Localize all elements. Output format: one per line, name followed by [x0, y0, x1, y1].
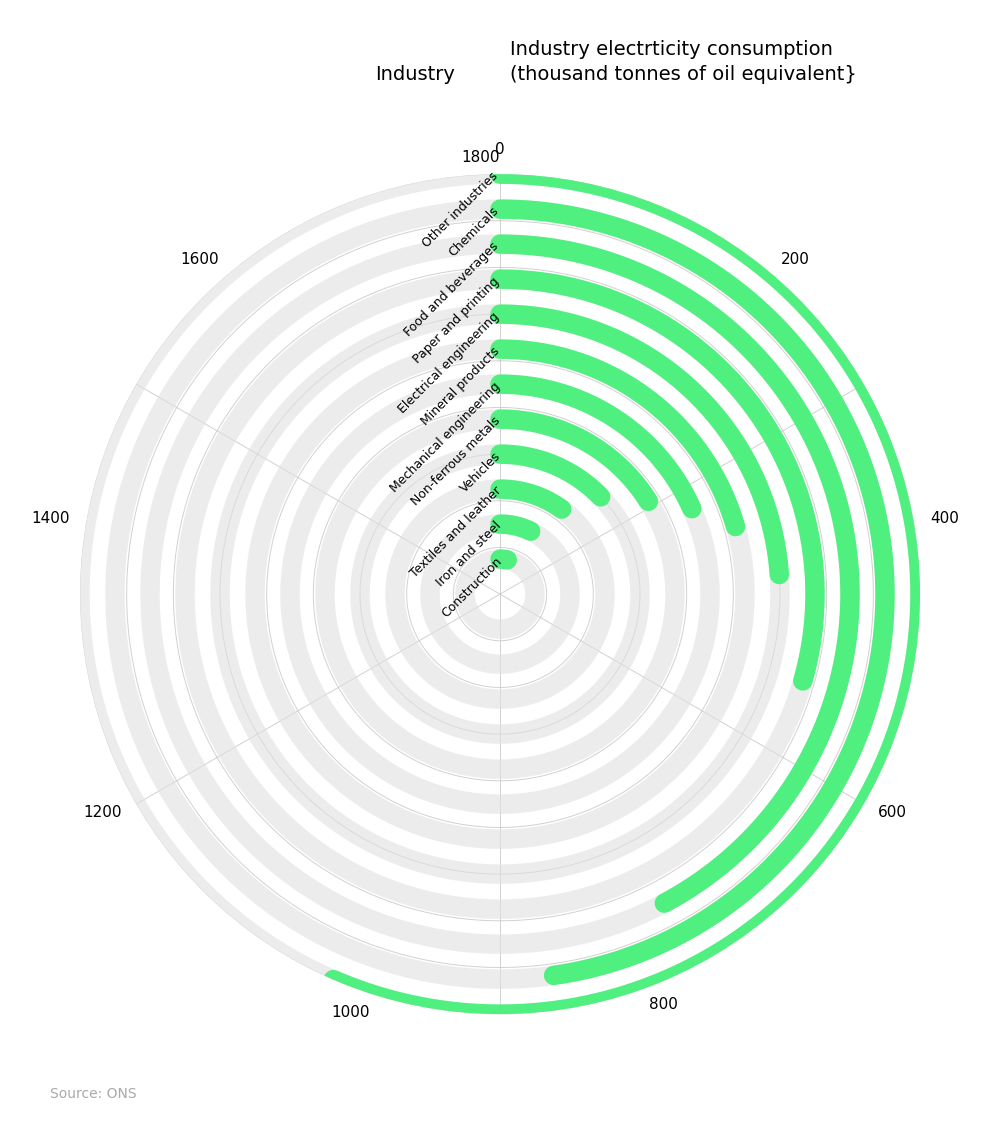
Text: Textiles and leather: Textiles and leather	[408, 484, 504, 581]
Text: Electrical engineering: Electrical engineering	[396, 309, 502, 416]
Text: 1400: 1400	[31, 511, 70, 526]
Text: Non-ferrous metals: Non-ferrous metals	[409, 415, 503, 509]
Text: 400: 400	[930, 511, 959, 526]
Text: 1200: 1200	[83, 805, 122, 821]
Text: Chemicals: Chemicals	[446, 204, 501, 260]
Text: Paper and printing: Paper and printing	[411, 275, 502, 365]
Text: Industry: Industry	[375, 65, 455, 84]
Text: 200: 200	[781, 252, 810, 267]
Text: Source: ONS: Source: ONS	[50, 1087, 137, 1101]
Text: Industry electrticity consumption
(thousand tonnes of oil equivalent}: Industry electrticity consumption (thous…	[510, 40, 857, 84]
Text: 800: 800	[649, 997, 678, 1012]
Text: 1000: 1000	[331, 1004, 370, 1020]
Text: Mechanical engineering: Mechanical engineering	[388, 380, 503, 494]
Text: Iron and steel: Iron and steel	[434, 519, 504, 590]
Text: 1800: 1800	[461, 150, 500, 165]
Text: 1600: 1600	[181, 252, 219, 267]
Text: Food and beverages: Food and beverages	[402, 240, 502, 339]
Text: Vehicles: Vehicles	[458, 450, 503, 495]
Text: Mineral products: Mineral products	[419, 344, 502, 428]
Text: 600: 600	[878, 805, 907, 821]
Text: 0: 0	[495, 142, 505, 157]
Text: Construction: Construction	[439, 555, 504, 620]
Text: Other industries: Other industries	[420, 169, 501, 250]
